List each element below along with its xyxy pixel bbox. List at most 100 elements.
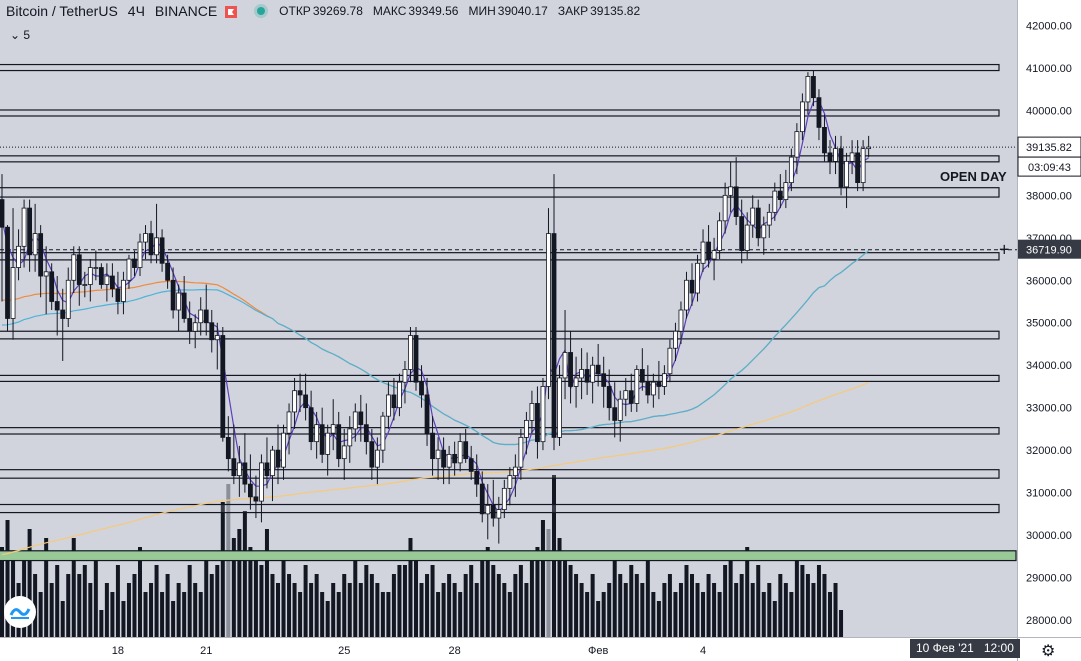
candle (214, 335, 220, 341)
candle (0, 199, 5, 228)
candle (695, 262, 700, 294)
volume-bar (640, 583, 645, 637)
candle (286, 411, 292, 434)
volume-bar (458, 592, 463, 637)
volume-bar (408, 538, 413, 637)
symbol-name[interactable]: Bitcoin / TetherUS (6, 3, 118, 19)
candle (755, 207, 761, 239)
candle (358, 411, 364, 426)
volume-bar (816, 565, 821, 637)
candle (419, 381, 424, 396)
candle (612, 407, 618, 421)
candle (43, 271, 49, 277)
tradingview-logo-icon[interactable] (4, 596, 36, 628)
volume-bar (143, 592, 148, 637)
volume-bar (794, 556, 799, 637)
candle (198, 309, 204, 324)
candle (557, 377, 562, 438)
price-tick-label: 41000.00 (1026, 63, 1072, 75)
gear-icon[interactable]: ⚙ (1041, 643, 1056, 660)
candle (579, 369, 584, 379)
volume-bar (629, 565, 634, 637)
candle (645, 381, 651, 396)
volume-bar (99, 610, 104, 637)
candle (800, 101, 805, 133)
candle (822, 127, 827, 154)
volume-bar (358, 583, 363, 637)
candle (617, 398, 623, 421)
candle (551, 233, 557, 438)
candle (524, 420, 529, 438)
countdown-tag (1017, 156, 1081, 177)
volume-bar (767, 583, 772, 637)
volume-bar (574, 574, 579, 637)
candle (347, 428, 353, 447)
volume-bar (154, 565, 159, 637)
flag-icon[interactable] (225, 5, 238, 18)
volume-bar (248, 547, 253, 637)
volume-bar (292, 583, 297, 637)
candle (463, 441, 469, 460)
volume-bar (590, 574, 595, 637)
time-tick-label: 28 (449, 645, 461, 657)
candle (16, 245, 21, 268)
candle (319, 424, 325, 455)
candle (634, 369, 640, 404)
volume-bar (231, 538, 236, 637)
plot-background (0, 0, 1017, 637)
volume-bar (276, 583, 280, 637)
candle (220, 335, 226, 438)
interval-label[interactable]: 4Ч (127, 3, 145, 19)
indicators-toggle[interactable]: ⌄ 5 (10, 28, 30, 42)
candle (446, 453, 452, 468)
candle (275, 449, 281, 468)
candle (733, 186, 739, 217)
level-zone (0, 109, 1000, 117)
candle (568, 352, 573, 387)
volume-bar (77, 574, 82, 637)
candle (352, 411, 358, 430)
volume-bar (66, 574, 71, 637)
exchange-label[interactable]: BINANCE (154, 3, 218, 19)
candle (595, 364, 601, 375)
candle (341, 445, 347, 460)
volume-bar (353, 556, 358, 637)
candle (628, 390, 634, 404)
level-zone (0, 63, 1000, 72)
volume-bar (568, 565, 573, 637)
candle (838, 148, 844, 188)
candle (662, 373, 667, 387)
candle (115, 288, 121, 302)
candle (159, 237, 165, 264)
volume-bar (182, 592, 187, 637)
volume-bar (5, 520, 10, 637)
candle (496, 509, 502, 519)
volume-bar (690, 574, 694, 637)
candle (10, 267, 16, 319)
volume-bar (513, 574, 518, 637)
volume-bar (198, 592, 203, 637)
volume-bar (287, 574, 292, 637)
indicators-count: 5 (23, 28, 31, 42)
volume-bar (612, 556, 617, 637)
candle (5, 226, 10, 319)
candle (430, 432, 435, 460)
candle (678, 309, 684, 332)
volume-bar (656, 601, 661, 637)
candle (402, 369, 408, 383)
candle (750, 207, 756, 226)
candle (192, 322, 198, 332)
price-tick-label: 31000.00 (1026, 488, 1072, 500)
volume-bar (436, 592, 441, 637)
candle (805, 76, 811, 103)
candle (606, 386, 612, 409)
volume-bar (557, 538, 562, 637)
volume-bar (789, 592, 794, 637)
candle (501, 487, 507, 511)
volume-bar (756, 565, 761, 637)
candle (82, 284, 88, 286)
volume-bar (833, 583, 838, 637)
candle (844, 160, 849, 188)
candle (573, 377, 579, 387)
